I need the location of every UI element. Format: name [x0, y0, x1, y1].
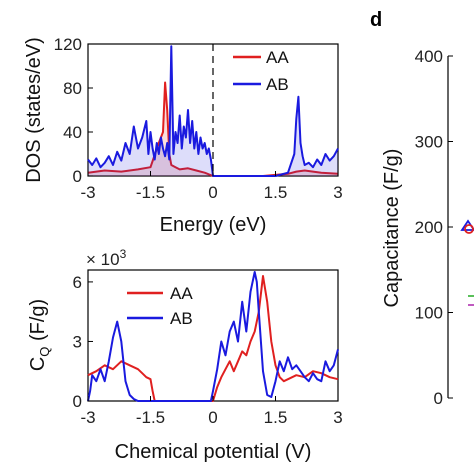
cq-series-group — [87, 271, 339, 402]
cq-x-tick-label: 3 — [333, 408, 342, 427]
cq-x-tick-label: 0 — [208, 408, 217, 427]
cq-x-tick-label: -1.5 — [136, 408, 165, 427]
cap-marker-circle — [464, 224, 474, 234]
dos-legend-label-ab: AB — [266, 75, 289, 94]
cq-x-tick-label: -3 — [80, 408, 95, 427]
dos-legend: AA AB — [233, 48, 289, 94]
cq-scale-note: × 103 — [86, 247, 127, 269]
cq-y-axis-label-subscript: Q — [37, 347, 52, 357]
cq-legend-label-ab: AB — [170, 309, 193, 328]
cq-y-tick-label: 6 — [73, 273, 82, 292]
cq-x-axis-label: Chemical potential (V) — [115, 441, 312, 463]
cq-y-tick-label: 3 — [73, 332, 82, 351]
dos-series-ab-area — [88, 46, 338, 177]
dos-series-group — [87, 45, 339, 177]
dos-x-tick-label: -3 — [80, 183, 95, 202]
dos-series-aa-line — [87, 81, 339, 177]
cap-y-axis-label: Capacitance (F/g) — [381, 149, 403, 308]
cq-y-axis-label: CQ (F/g) — [27, 299, 52, 371]
panel-label-d: d — [370, 9, 382, 31]
dos-series-ab-line — [87, 45, 339, 177]
cq-y-tick-label: 0 — [73, 392, 82, 411]
cq-y-axis-label-main: C — [27, 357, 49, 371]
cap-visible-markers — [460, 219, 474, 306]
dos-x-tick-label: 1.5 — [264, 183, 288, 202]
cap-y-tick-label: 300 — [415, 133, 443, 152]
dos-x-tick-label: 3 — [333, 183, 342, 202]
dos-y-tick-label: 120 — [54, 35, 82, 54]
cap-y-tick-label: 100 — [415, 304, 443, 323]
dos-panel: -3 -1.5 0 1.5 3 0 40 80 120 AA AB Energy (eV) DO… — [23, 35, 343, 236]
cq-scale-multiplier: × 10 — [86, 250, 120, 269]
dos-y-tick-label: 40 — [63, 123, 82, 142]
dos-y-tick-label: 80 — [63, 79, 82, 98]
cq-x-tick-label: 1.5 — [264, 408, 288, 427]
cap-y-tick-label: 0 — [434, 389, 443, 408]
dos-x-tick-label: 0 — [208, 183, 217, 202]
cq-ticks-group: -3 -1.5 0 1.5 3 0 3 6 — [73, 273, 343, 427]
capacitance-panel: d 0 100 200 300 400 Capacitance (F/g) — [370, 9, 474, 408]
cq-series-ab-line — [87, 271, 339, 402]
cq-series-aa-line — [87, 275, 339, 402]
cap-y-tick-label: 200 — [415, 218, 443, 237]
cq-legend: AA AB — [127, 284, 193, 328]
cq-scale-exponent: 3 — [120, 247, 127, 261]
dos-legend-label-aa: AA — [266, 48, 289, 67]
cq-y-axis-label-unit: (F/g) — [27, 299, 49, 347]
dos-ticks-group: -3 -1.5 0 1.5 3 0 40 80 120 — [54, 35, 343, 202]
cap-ticks-group: 0 100 200 300 400 — [415, 47, 453, 408]
dos-y-tick-label: 0 — [73, 167, 82, 186]
dos-x-tick-label: -1.5 — [136, 183, 165, 202]
dos-x-axis-label: Energy (eV) — [160, 214, 267, 236]
cq-legend-label-aa: AA — [170, 284, 193, 303]
cap-y-tick-label: 400 — [415, 47, 443, 66]
dos-y-axis-label: DOS (states/eV) — [23, 37, 45, 183]
